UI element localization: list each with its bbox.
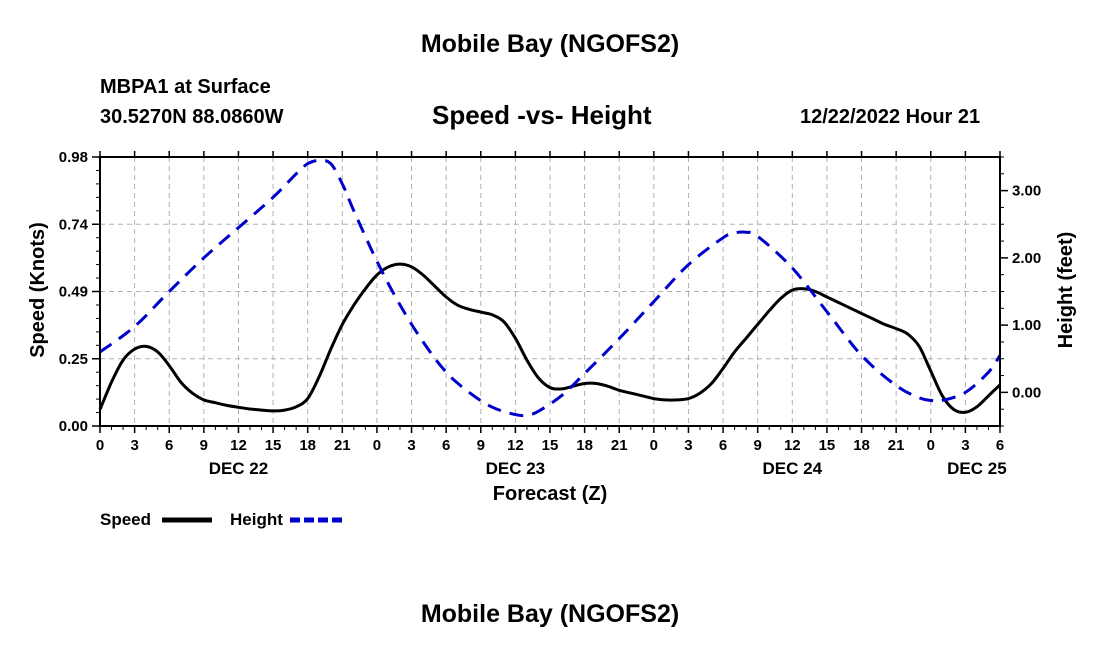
y-tick-label: 0.74 bbox=[59, 216, 89, 233]
chart-series bbox=[98, 158, 1002, 418]
x-tick-label: 3 bbox=[407, 437, 415, 454]
y-axis-label: Speed (Knots) bbox=[27, 222, 49, 358]
x-tick-label: 21 bbox=[611, 437, 628, 454]
speed-series-line bbox=[98, 262, 1002, 414]
x-tick-label: 0 bbox=[96, 437, 104, 454]
x-axis-label: Forecast (Z) bbox=[493, 483, 607, 505]
legend-label-height: Height bbox=[230, 510, 283, 529]
chart-axes: 0 3 6 9 12 15 18 21 0 3 6 9 12 15 18 21 0 3 6 9 12 15 18 21 0 3 6 D… bbox=[59, 149, 1041, 478]
x-tick-label: 0 bbox=[373, 437, 381, 454]
x-tick-label: 15 bbox=[542, 437, 559, 454]
x-tick-label: 15 bbox=[819, 437, 836, 454]
y2-tick-label: 2.00 bbox=[1012, 250, 1041, 267]
x-tick-label: 21 bbox=[888, 437, 905, 454]
footer-title: Mobile Bay (NGOFS2) bbox=[420, 600, 680, 628]
x-tick-label: 9 bbox=[477, 437, 485, 454]
x-tick-label: 12 bbox=[784, 437, 801, 454]
y2-tick-label: 0.00 bbox=[1012, 384, 1041, 401]
station-coordinates: 30.5270N 88.0860W bbox=[100, 106, 284, 128]
x-tick-label: 18 bbox=[853, 437, 870, 454]
x-tick-label: 18 bbox=[299, 437, 316, 454]
x-tick-label: 21 bbox=[334, 437, 351, 454]
x-tick-label: 12 bbox=[230, 437, 247, 454]
date-label: DEC 24 bbox=[763, 459, 823, 478]
chart-legend: Speed Height bbox=[100, 510, 342, 529]
legend-label-speed: Speed bbox=[100, 510, 151, 529]
x-tick-label: 18 bbox=[576, 437, 593, 454]
chart-title: Mobile Bay (NGOFS2) bbox=[420, 30, 680, 58]
y2-tick-label: 1.00 bbox=[1012, 317, 1041, 334]
y2-axis-label: Height (feet) bbox=[1055, 232, 1077, 349]
x-tick-label: 3 bbox=[684, 437, 692, 454]
y2-tick-label: 3.00 bbox=[1012, 183, 1041, 200]
chart-subtitle: Speed -vs- Height bbox=[432, 100, 652, 130]
date-label: DEC 22 bbox=[209, 459, 269, 478]
x-tick-label: 6 bbox=[719, 437, 727, 454]
date-label: DEC 23 bbox=[486, 459, 546, 478]
x-tick-label: 6 bbox=[996, 437, 1004, 454]
x-tick-label: 6 bbox=[442, 437, 450, 454]
y-tick-label: 0.00 bbox=[59, 418, 88, 435]
x-tick-label: 9 bbox=[200, 437, 208, 454]
x-tick-label: 6 bbox=[165, 437, 173, 454]
x-tick-label: 0 bbox=[927, 437, 935, 454]
y-tick-label: 0.98 bbox=[59, 149, 88, 166]
y-tick-label: 0.49 bbox=[59, 284, 88, 301]
date-label: DEC 25 bbox=[947, 459, 1007, 478]
y-tick-label: 0.25 bbox=[59, 351, 88, 368]
x-tick-label: 12 bbox=[507, 437, 524, 454]
x-tick-label: 3 bbox=[130, 437, 138, 454]
forecast-run-time: 12/22/2022 Hour 21 bbox=[800, 106, 981, 128]
x-tick-label: 0 bbox=[650, 437, 658, 454]
station-label: MBPA1 at Surface bbox=[100, 76, 271, 98]
x-tick-label: 15 bbox=[265, 437, 282, 454]
x-tick-label: 9 bbox=[754, 437, 762, 454]
x-tick-label: 3 bbox=[961, 437, 969, 454]
chart-grid bbox=[100, 157, 1000, 426]
